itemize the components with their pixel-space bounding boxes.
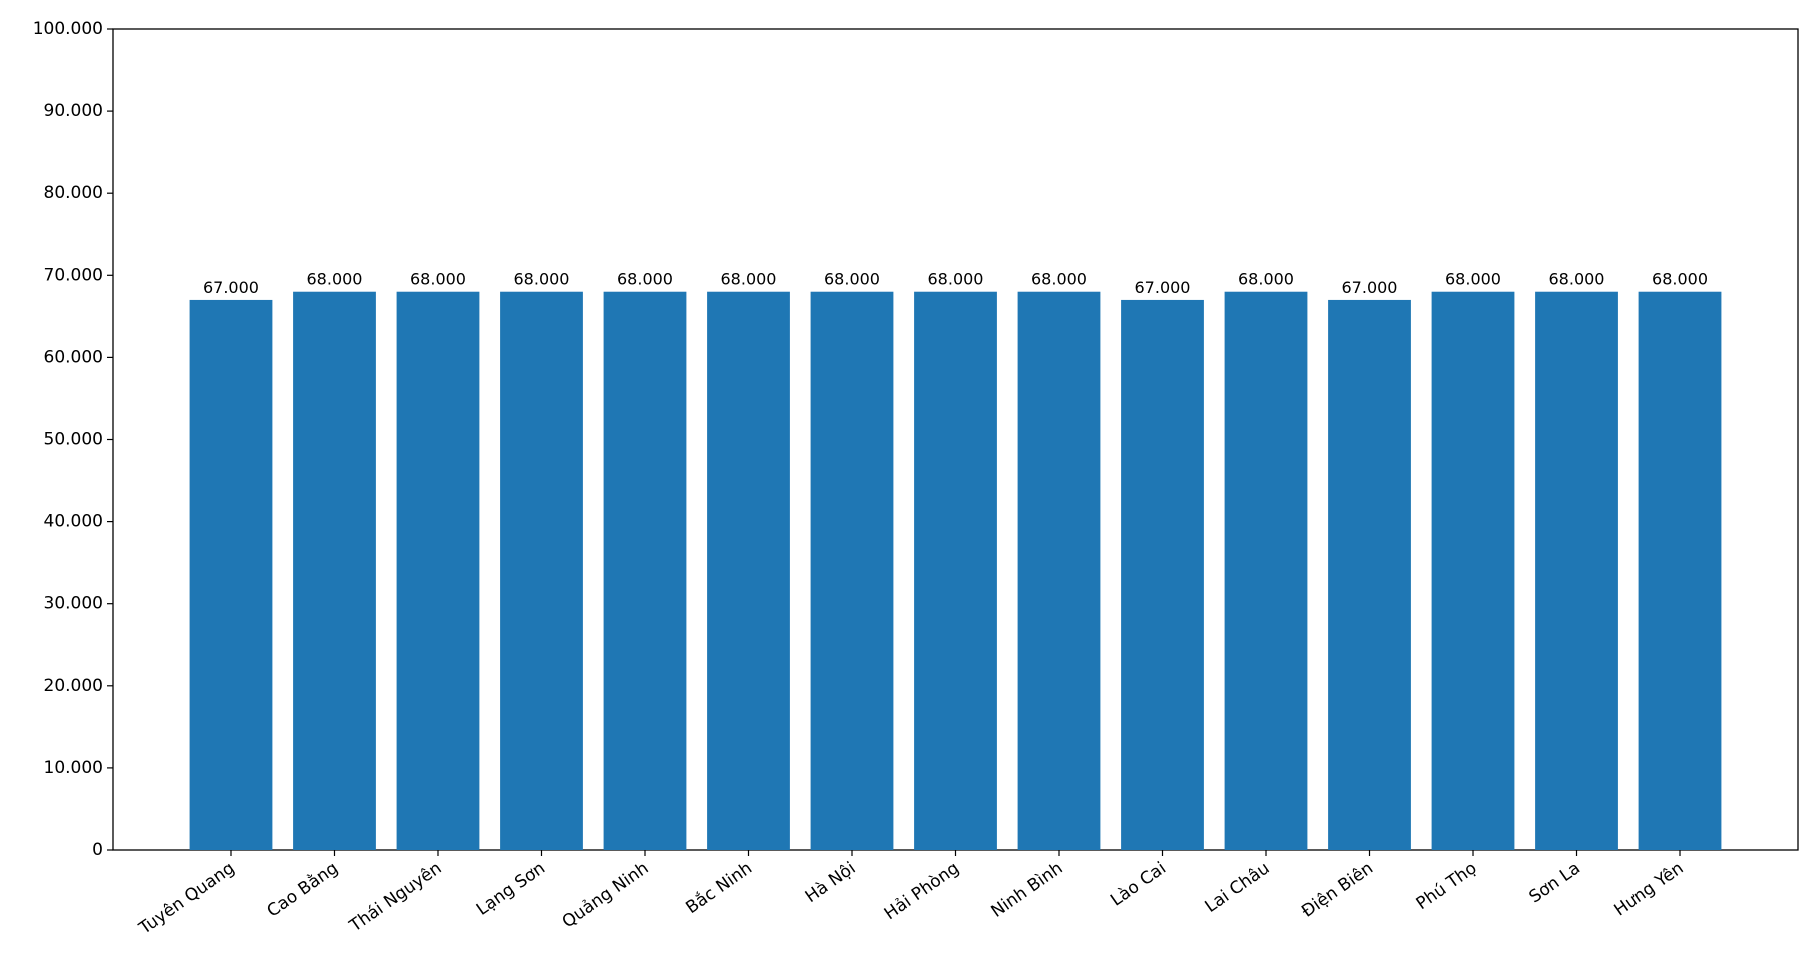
y-tick-label: 80.000	[44, 183, 103, 203]
bar	[707, 291, 790, 851]
y-tick-label: 90.000	[44, 101, 103, 121]
bar	[396, 291, 480, 851]
x-tick-label: Quảng Ninh	[559, 858, 653, 932]
value-label: 68.000	[1031, 270, 1087, 289]
bar	[1121, 299, 1204, 850]
value-label: 68.000	[307, 270, 363, 289]
x-tick-label: Điện Biên	[1298, 858, 1377, 922]
y-tick-label: 100.000	[33, 19, 103, 39]
x-tick-label: Thái Nguyên	[345, 858, 445, 936]
x-tick-label: Hải Phòng	[881, 858, 963, 924]
x-tick-label: Lạng Sơn	[473, 858, 549, 920]
bar	[189, 299, 273, 850]
y-tick-label: 30.000	[44, 594, 103, 614]
value-label: 68.000	[1238, 270, 1294, 289]
x-tick-label: Tuyên Quang	[135, 858, 239, 939]
bar	[603, 291, 687, 851]
x-tick-label: Bắc Ninh	[682, 857, 756, 918]
value-label: 67.000	[203, 278, 259, 297]
bar	[1017, 291, 1101, 851]
bar	[500, 291, 583, 851]
bar	[1328, 299, 1411, 850]
value-label: 68.000	[617, 270, 673, 289]
x-tick-label: Hà Nội	[802, 858, 860, 907]
x-tick-label: Ninh Bình	[988, 858, 1067, 922]
value-label: 67.000	[1135, 278, 1191, 297]
x-tick-label: Lai Châu	[1201, 858, 1273, 917]
value-label: 68.000	[721, 270, 777, 289]
y-tick-label: 10.000	[44, 758, 103, 778]
x-tick-label: Phú Thọ	[1413, 858, 1481, 914]
value-label: 68.000	[1445, 270, 1501, 289]
bar	[1431, 291, 1515, 851]
x-tick-label: Lào Cai	[1107, 858, 1170, 910]
value-label: 68.000	[1549, 270, 1605, 289]
bar	[293, 291, 376, 851]
bar	[810, 291, 894, 851]
value-label: 68.000	[1652, 270, 1708, 289]
x-tick-label: Cao Bằng	[263, 857, 342, 921]
y-tick-label: 20.000	[44, 676, 103, 696]
y-tick-label: 0	[92, 840, 103, 860]
y-tick-label: 60.000	[44, 347, 103, 367]
value-label: 68.000	[928, 270, 984, 289]
bar	[1638, 291, 1722, 851]
bar	[914, 291, 997, 851]
value-label: 67.000	[1342, 278, 1398, 297]
x-tick-label: Sơn La	[1526, 858, 1584, 907]
y-tick-label: 40.000	[44, 512, 103, 532]
bar	[1535, 291, 1618, 851]
bar	[1224, 291, 1308, 851]
value-label: 68.000	[824, 270, 880, 289]
y-tick-label: 70.000	[44, 265, 103, 285]
x-tick-label: Hưng Yên	[1611, 858, 1688, 920]
value-label: 68.000	[514, 270, 570, 289]
y-tick-label: 50.000	[44, 430, 103, 450]
value-label: 68.000	[410, 270, 466, 289]
